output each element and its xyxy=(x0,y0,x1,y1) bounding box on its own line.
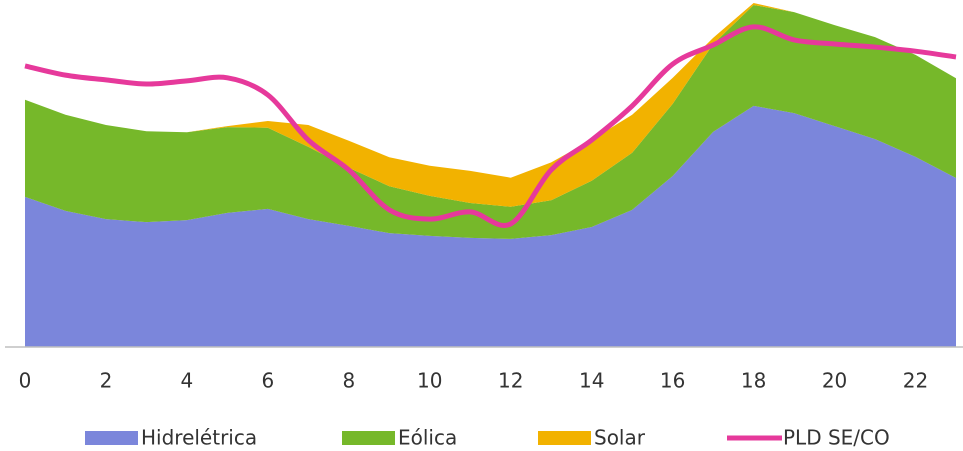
legend-swatch xyxy=(85,431,138,445)
area xyxy=(25,5,956,239)
x-tick-label: 8 xyxy=(342,369,355,393)
legend-swatch xyxy=(538,431,591,445)
x-tick-label: 0 xyxy=(19,369,32,393)
legend-label: PLD SE/CO xyxy=(783,426,890,450)
x-tick-label: 22 xyxy=(903,369,928,393)
x-tick-label: 18 xyxy=(741,369,766,393)
legend-swatch xyxy=(342,431,395,445)
x-tick-label: 14 xyxy=(579,369,604,393)
x-tick-label: 4 xyxy=(181,369,194,393)
x-tick-label: 16 xyxy=(660,369,685,393)
x-tick-label: 10 xyxy=(417,369,442,393)
legend-label: Hidrelétrica xyxy=(141,426,257,450)
x-tick-label: 6 xyxy=(262,369,275,393)
legend-label: Solar xyxy=(594,426,646,450)
x-tick-label: 12 xyxy=(498,369,523,393)
legend-label: Eólica xyxy=(398,426,457,450)
x-tick-label: 20 xyxy=(822,369,847,393)
line xyxy=(24,24,957,228)
area xyxy=(25,105,956,347)
x-tick-label: 2 xyxy=(100,369,113,393)
